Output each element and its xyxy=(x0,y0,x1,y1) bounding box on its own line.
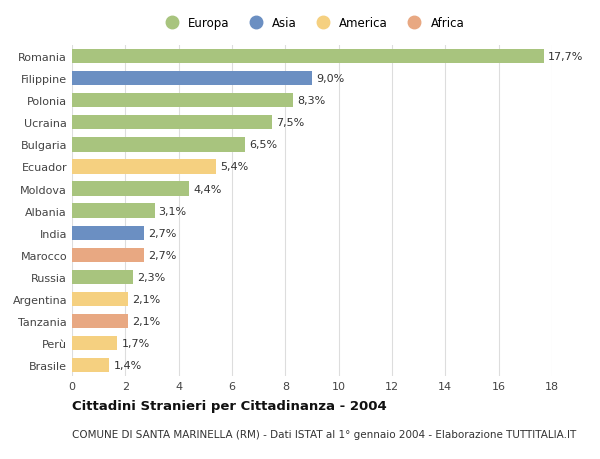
Bar xyxy=(72,50,544,64)
Text: 6,5%: 6,5% xyxy=(250,140,277,150)
Bar xyxy=(72,292,128,307)
Text: 9,0%: 9,0% xyxy=(316,74,344,84)
Text: Cittadini Stranieri per Cittadinanza - 2004: Cittadini Stranieri per Cittadinanza - 2… xyxy=(72,399,387,412)
Text: 1,4%: 1,4% xyxy=(113,360,142,370)
Bar xyxy=(72,226,144,241)
Text: COMUNE DI SANTA MARINELLA (RM) - Dati ISTAT al 1° gennaio 2004 - Elaborazione TU: COMUNE DI SANTA MARINELLA (RM) - Dati IS… xyxy=(72,429,576,439)
Text: 2,7%: 2,7% xyxy=(148,228,176,238)
Bar xyxy=(72,358,109,373)
Text: 1,7%: 1,7% xyxy=(121,338,149,348)
Bar xyxy=(72,72,312,86)
Bar xyxy=(72,248,144,263)
Bar xyxy=(72,182,190,196)
Bar xyxy=(72,94,293,108)
Text: 2,1%: 2,1% xyxy=(132,294,160,304)
Text: 2,1%: 2,1% xyxy=(132,316,160,326)
Text: 2,3%: 2,3% xyxy=(137,272,166,282)
Bar xyxy=(72,314,128,329)
Bar xyxy=(72,138,245,152)
Bar xyxy=(72,116,272,130)
Legend: Europa, Asia, America, Africa: Europa, Asia, America, Africa xyxy=(155,12,469,34)
Text: 7,5%: 7,5% xyxy=(276,118,304,128)
Text: 5,4%: 5,4% xyxy=(220,162,248,172)
Bar xyxy=(72,336,118,351)
Text: 8,3%: 8,3% xyxy=(298,96,326,106)
Text: 4,4%: 4,4% xyxy=(193,184,222,194)
Text: 2,7%: 2,7% xyxy=(148,250,176,260)
Bar xyxy=(72,204,155,218)
Bar xyxy=(72,270,133,285)
Text: 3,1%: 3,1% xyxy=(158,206,187,216)
Bar xyxy=(72,160,216,174)
Text: 17,7%: 17,7% xyxy=(548,52,583,62)
